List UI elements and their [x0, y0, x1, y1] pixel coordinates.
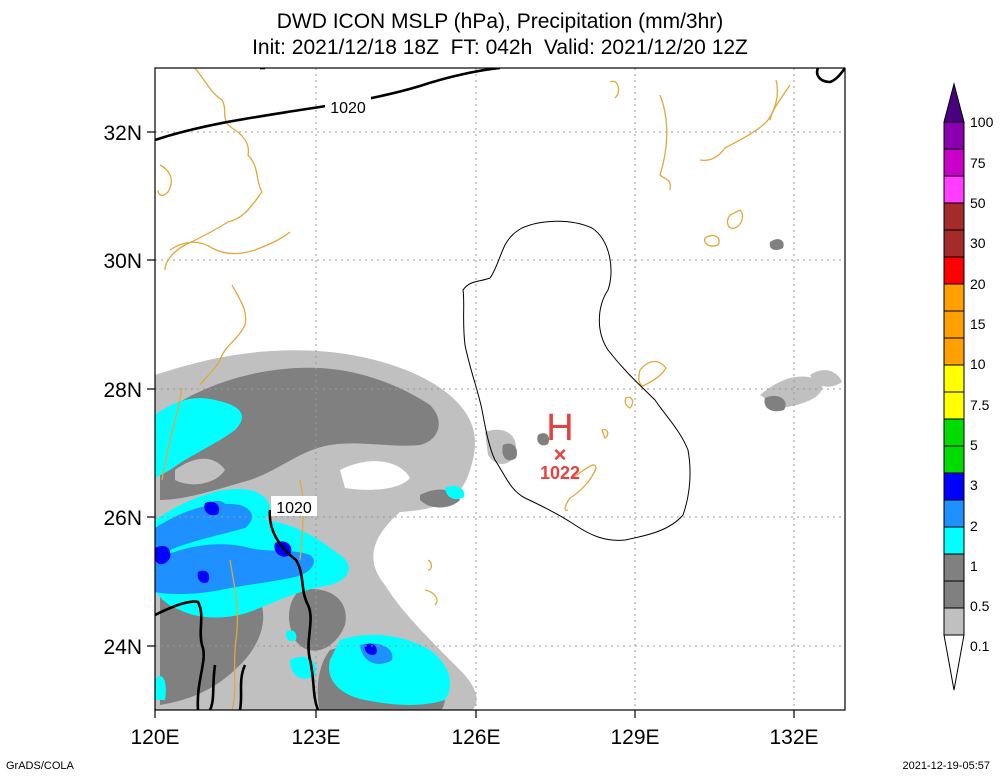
colorbar-label-75: 75 [970, 155, 986, 171]
colorbar-swatch-20 [943, 229, 965, 258]
colorbar-label-10: 10 [970, 356, 986, 372]
colorbar-swatch-extra4 [943, 580, 965, 609]
colorbar-swatch-extra2 [943, 526, 965, 555]
title-line-1: DWD ICON MSLP (hPa), Precipitation (mm/3… [276, 10, 724, 33]
colorbar-swatch-extra5 [943, 607, 965, 636]
map-area: 1020 1020 H × 1022 [155, 68, 845, 710]
isobar-label-north: 1020 [330, 100, 366, 117]
colorbar-label-50: 50 [970, 195, 986, 211]
colorbar-swatch-3 [943, 364, 965, 393]
colorbar-label-0.5: 0.5 [970, 598, 990, 614]
colorbar-label-5: 5 [970, 437, 978, 453]
axis-ticks [147, 131, 795, 718]
colorbar-swatch-0.1 [943, 472, 965, 501]
colorbar-swatch-75 [943, 148, 965, 177]
colorbar-swatch-extra1 [943, 499, 965, 528]
lat-label-26n: 26N [103, 507, 142, 530]
lat-label-24n: 24N [103, 636, 142, 659]
colorbar-swatch-50 [943, 175, 965, 204]
lon-label-126e: 126E [451, 726, 500, 749]
colorbar-bottom-arrow [943, 634, 965, 691]
colorbar-swatch-10 [943, 283, 965, 312]
colorbar-label-15: 15 [970, 316, 986, 332]
colorbar-label-30: 30 [970, 235, 986, 251]
colorbar-label-7.5: 7.5 [970, 397, 990, 413]
high-pressure-symbol: H [546, 407, 573, 449]
high-pressure-contour [462, 220, 691, 541]
footer-credit: GrADS/COLA [6, 760, 74, 772]
colorbar-label-1: 1 [970, 558, 978, 574]
colorbar-swatch-extra3 [943, 553, 965, 582]
colorbar-label-2: 2 [970, 518, 978, 534]
colorbar-swatch-1 [943, 418, 965, 447]
lat-label-30n: 30N [103, 250, 142, 273]
colorbar-swatch-0.5 [943, 445, 965, 474]
coastlines [157, 68, 791, 710]
high-pressure-marker: × [554, 442, 567, 467]
lon-label-120e: 120E [130, 726, 179, 749]
high-pressure-value: 1022 [540, 463, 580, 483]
colorbar-label-0.1: 0.1 [970, 638, 990, 654]
colorbar-swatch-2 [943, 391, 965, 420]
lon-label-132e: 132E [769, 726, 818, 749]
footer-timestamp: 2021-12-19-05:57 [902, 760, 990, 772]
colorbar-swatch-15 [943, 256, 965, 285]
lat-label-28n: 28N [103, 379, 142, 402]
colorbar-swatch-30 [943, 202, 965, 231]
lat-label-32n: 32N [103, 122, 142, 145]
lon-label-123e: 123E [291, 726, 340, 749]
colorbar-top-arrow [943, 82, 965, 123]
colorbar-label-3: 3 [970, 477, 978, 493]
colorbar-swatch-7.5 [943, 310, 965, 339]
colorbar-label-100: 100 [970, 114, 994, 130]
colorbar: 100 75 50 30 20 15 10 7.5 5 3 2 1 0.5 0.… [943, 82, 994, 691]
lon-label-129e: 129E [610, 726, 659, 749]
colorbar-label-20: 20 [970, 276, 986, 292]
title-line-2: Init: 2021/12/18 18Z FT: 042h Valid: 202… [252, 36, 748, 59]
isobar-label-south: 1020 [276, 500, 312, 517]
colorbar-swatch-5 [943, 337, 965, 366]
colorbar-swatch-100 [943, 121, 965, 150]
